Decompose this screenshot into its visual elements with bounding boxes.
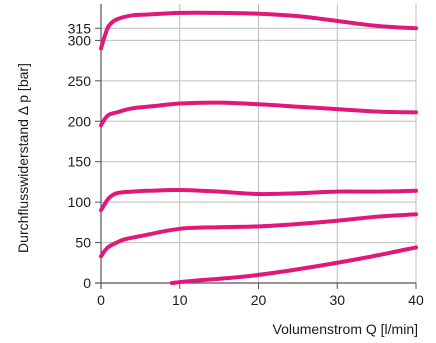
y-tick-label: 100 bbox=[68, 194, 92, 210]
series-line-3 bbox=[99, 187, 418, 213]
x-axis-title: Volumenstrom Q [l/min] bbox=[273, 321, 419, 337]
y-axis-title: Durchflusswiderstand Δ p [bar] bbox=[15, 63, 31, 253]
series-line-5 bbox=[169, 245, 418, 285]
x-tick-label: 40 bbox=[408, 292, 424, 308]
series-line-4 bbox=[99, 212, 418, 259]
axis-layer bbox=[95, 4, 417, 289]
x-tick-label: 0 bbox=[97, 292, 105, 308]
x-tick-label: 10 bbox=[172, 292, 188, 308]
y-tick-label: 50 bbox=[75, 235, 91, 251]
x-tick-label: 30 bbox=[329, 292, 345, 308]
y-tick-label: 315 bbox=[68, 20, 92, 36]
y-tick-label: 0 bbox=[83, 275, 91, 291]
y-tick-label: 300 bbox=[68, 32, 92, 48]
series-layer bbox=[99, 10, 418, 285]
x-tick-label: 20 bbox=[251, 292, 267, 308]
y-tick-label: 250 bbox=[68, 73, 92, 89]
series-line-1 bbox=[99, 10, 418, 51]
series-line-2 bbox=[99, 100, 418, 128]
grid-layer bbox=[101, 4, 417, 283]
y-tick-label: 150 bbox=[68, 154, 92, 170]
y-tick-label: 200 bbox=[68, 113, 92, 129]
